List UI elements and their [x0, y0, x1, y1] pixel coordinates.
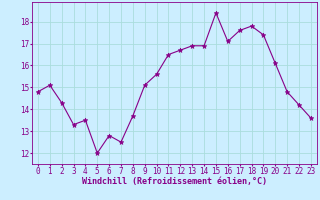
- X-axis label: Windchill (Refroidissement éolien,°C): Windchill (Refroidissement éolien,°C): [82, 177, 267, 186]
